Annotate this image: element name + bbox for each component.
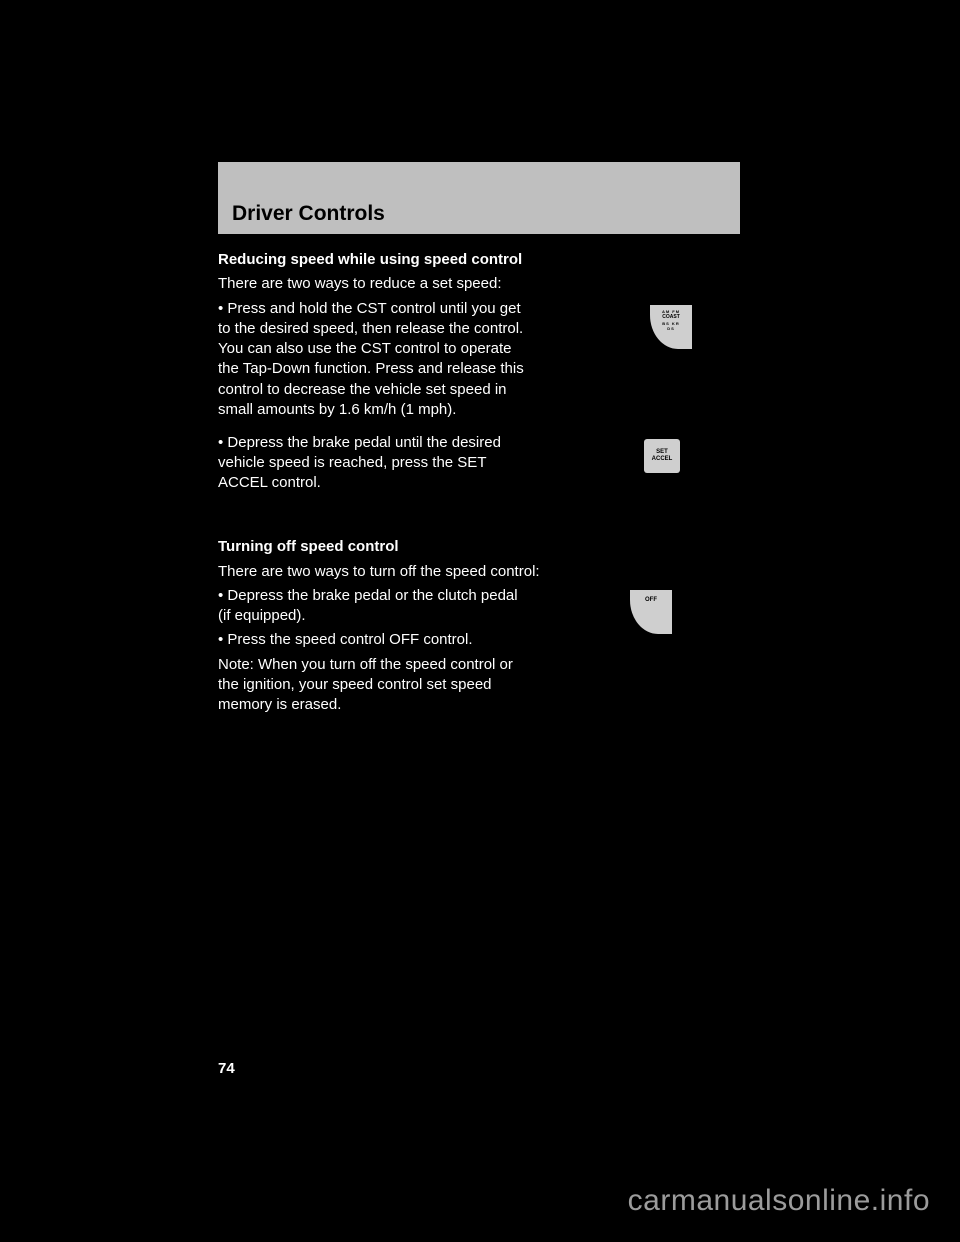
subheading-reduce-speed: Reducing speed while using speed control — [218, 250, 740, 270]
subheading-turn-off: Turning off speed control — [218, 537, 740, 557]
header-title: Driver Controls — [232, 202, 385, 226]
intro-reduce: There are two ways to reduce a set speed… — [218, 274, 740, 294]
off-button-icon: OFF — [630, 590, 672, 634]
coast-main: COAST — [650, 314, 692, 321]
set-accel-label: SET ACCEL — [652, 449, 673, 462]
coast-bot: DS — [650, 326, 692, 331]
set-accel-button-icon: SET ACCEL — [644, 439, 680, 473]
coast-button-icon: AM FM COAST BS KR DS — [650, 305, 692, 349]
watermark: carmanualsonline.info — [628, 1184, 930, 1218]
intro-turnoff: There are two ways to turn off the speed… — [218, 562, 740, 582]
figure-coast-button: AM FM COAST BS KR DS — [540, 299, 740, 429]
section-header: Driver Controls — [218, 162, 740, 234]
off-label: OFF — [645, 597, 657, 603]
page-number: 74 — [218, 1060, 235, 1077]
figure-set-accel-button: SET ACCEL — [540, 433, 740, 493]
figure-off-button: OFF — [540, 586, 740, 716]
